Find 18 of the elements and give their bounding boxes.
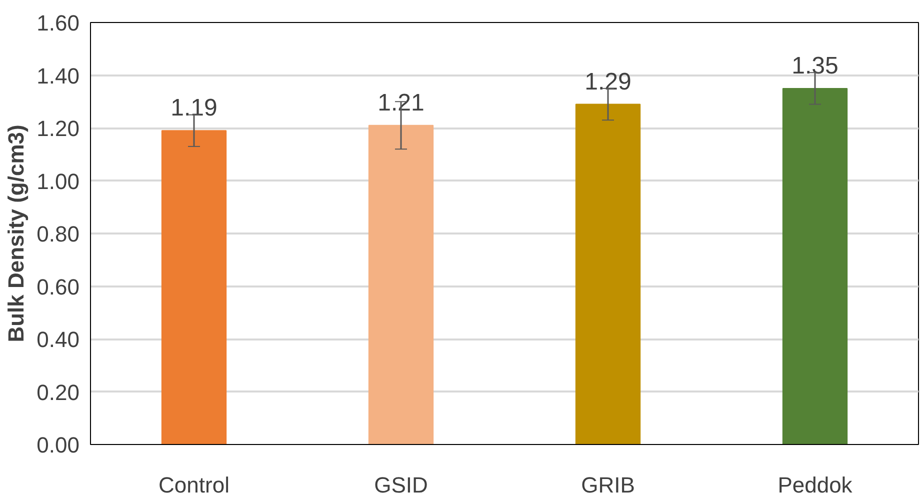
y-tick-label: 0.00 <box>36 432 80 458</box>
y-tick-label: 1.00 <box>36 168 80 194</box>
y-tick-label: 0.80 <box>36 222 80 246</box>
data-label: 1.35 <box>792 52 838 80</box>
x-tick-label: Control <box>158 472 230 498</box>
data-label: 1.19 <box>170 94 218 122</box>
y-tick-label: 1.40 <box>36 63 80 88</box>
y-axis-title: Bulk Density (g/cm3) <box>4 124 29 342</box>
y-tick-label: 0.40 <box>36 327 80 352</box>
x-tick-label: Peddok <box>778 472 854 498</box>
data-label: 1.21 <box>378 89 424 116</box>
y-tick-label: 1.60 <box>36 10 80 36</box>
y-tick-label: 0.60 <box>36 274 80 300</box>
x-tick-label: GSID <box>374 472 428 498</box>
y-tick-label: 0.20 <box>36 380 80 405</box>
data-label: 1.29 <box>584 68 632 96</box>
x-tick-label: GRIB <box>581 472 635 498</box>
y-tick-label: 1.20 <box>36 116 80 141</box>
